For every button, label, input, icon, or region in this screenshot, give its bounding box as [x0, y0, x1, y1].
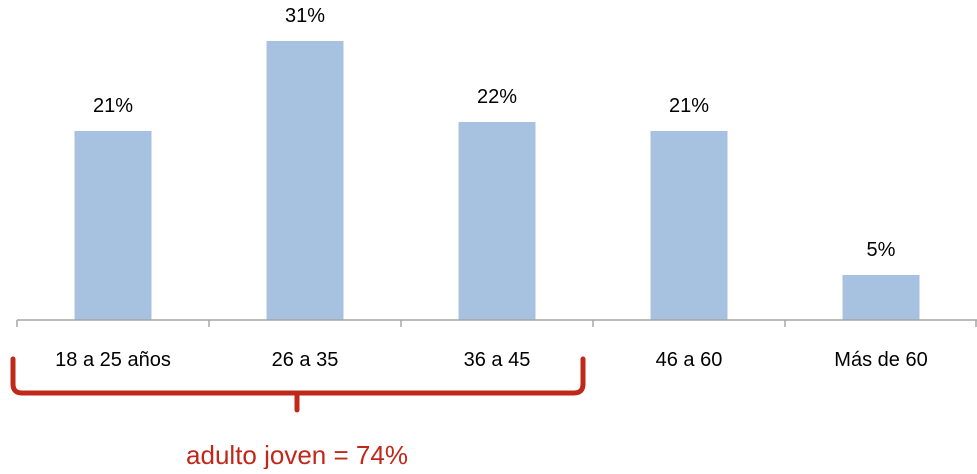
bar-18-a-25-anos: [74, 131, 152, 320]
x-tick-labels: 18 a 25 años 26 a 35 36 a 45 46 a 60 Más de …: [55, 349, 928, 371]
bar-mas-de-60: [842, 275, 920, 320]
annotation-label: adulto joven = 74%: [186, 440, 408, 469]
value-label-46-a-60: 21%: [669, 95, 709, 117]
x-tick-label-18-a-25-anos: 18 a 25 años: [55, 349, 171, 371]
value-label-18-a-25-anos: 21%: [93, 95, 133, 117]
annotation-layer: adulto joven = 74%: [10, 356, 586, 470]
bar-26-a-35: [266, 41, 344, 320]
x-tick-label-36-a-45: 36 a 45: [464, 349, 531, 371]
bars-layer: [74, 41, 920, 320]
value-label-36-a-45: 22%: [477, 86, 517, 108]
x-tick-label-46-a-60: 46 a 60: [656, 349, 723, 371]
x-tick-label-mas-de-60: Más de 60: [834, 349, 927, 371]
x-axis: [16, 319, 977, 327]
bar-46-a-60: [650, 131, 728, 320]
value-label-mas-de-60: 5%: [867, 239, 896, 261]
x-tick-label-26-a-35: 26 a 35: [272, 349, 339, 371]
value-label-26-a-35: 31%: [285, 5, 325, 27]
bar-36-a-45: [458, 122, 536, 320]
value-labels-layer: 21% 31% 22% 21% 5%: [93, 5, 896, 261]
